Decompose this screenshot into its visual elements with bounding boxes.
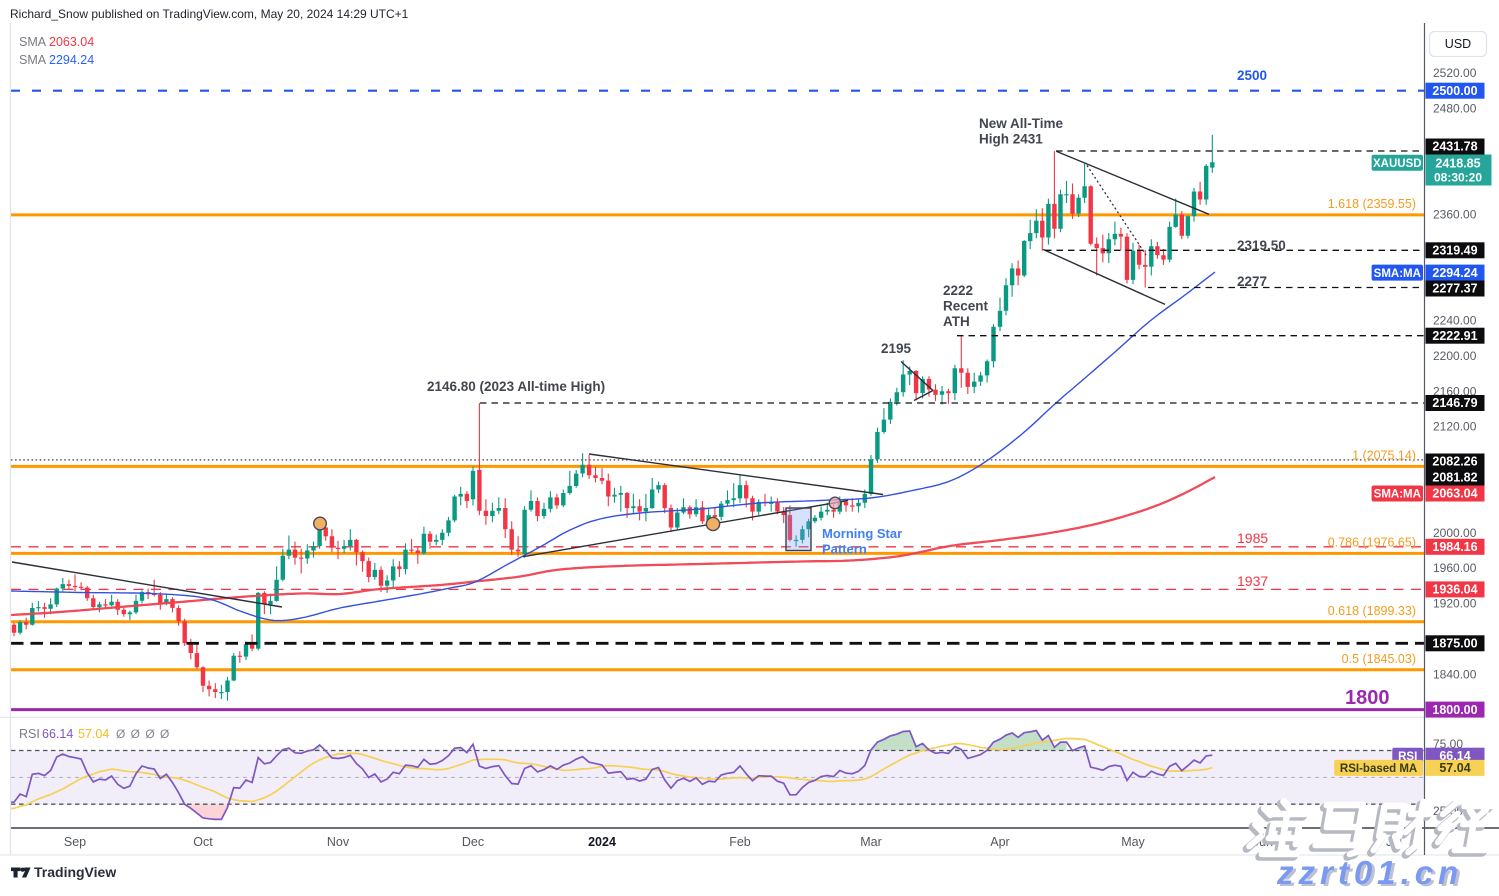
svg-text:SMA:MA: SMA:MA: [1374, 268, 1421, 280]
svg-text:2277: 2277: [1237, 274, 1267, 289]
svg-text:2500.00: 2500.00: [1432, 84, 1477, 98]
svg-text:Recent: Recent: [943, 299, 989, 314]
svg-text:2277.37: 2277.37: [1432, 282, 1477, 296]
svg-text:New All-Time: New All-Time: [979, 116, 1064, 131]
svg-text:1800.00: 1800.00: [1432, 703, 1477, 717]
svg-text:2146.80 (2023 All-time High): 2146.80 (2023 All-time High): [427, 379, 605, 394]
svg-text:1920.00: 1920.00: [1433, 597, 1477, 611]
svg-text:2000.00: 2000.00: [1433, 526, 1477, 540]
svg-text:08:30:20: 08:30:20: [1434, 171, 1482, 185]
svg-text:zzrt01.cn: zzrt01.cn: [1276, 854, 1463, 891]
svg-text:2082.26: 2082.26: [1432, 455, 1477, 469]
svg-text:Feb: Feb: [729, 835, 751, 849]
svg-text:2294.24: 2294.24: [1432, 266, 1477, 280]
svg-text:1985: 1985: [1237, 530, 1268, 546]
svg-text:Pattern: Pattern: [822, 542, 867, 557]
svg-text:ATH: ATH: [943, 314, 970, 329]
svg-text:USD: USD: [1445, 37, 1471, 51]
svg-text:2120.00: 2120.00: [1433, 420, 1477, 434]
svg-text:2500: 2500: [1237, 68, 1267, 83]
svg-text:Nov: Nov: [327, 835, 350, 849]
svg-text:2480.00: 2480.00: [1433, 101, 1477, 115]
svg-text:75.00: 75.00: [1433, 737, 1463, 751]
svg-text:Mar: Mar: [860, 835, 882, 849]
svg-text:2222.91: 2222.91: [1432, 329, 1477, 343]
svg-text:XAUUSD: XAUUSD: [1373, 158, 1422, 170]
svg-text:1800: 1800: [1345, 687, 1390, 709]
svg-text:Dec: Dec: [462, 835, 484, 849]
svg-text:2319.49: 2319.49: [1432, 244, 1477, 258]
svg-text:Ø Ø Ø Ø: Ø Ø Ø Ø: [116, 727, 170, 741]
svg-text:SMA: SMA: [19, 53, 47, 67]
svg-text:2294.24: 2294.24: [49, 53, 94, 67]
svg-text:1984.16: 1984.16: [1432, 540, 1477, 554]
svg-text:2146.79: 2146.79: [1432, 396, 1477, 410]
svg-text:Morning Star: Morning Star: [822, 526, 902, 541]
svg-text:0.786 (1976.65): 0.786 (1976.65): [1328, 535, 1416, 549]
svg-text:2063.04: 2063.04: [1432, 487, 1477, 501]
svg-text:TradingView: TradingView: [34, 864, 116, 880]
svg-text:0.5 (1845.03): 0.5 (1845.03): [1342, 652, 1416, 666]
svg-text:2418.85: 2418.85: [1435, 157, 1480, 171]
svg-text:2240.00: 2240.00: [1433, 314, 1477, 328]
svg-text:May: May: [1121, 835, 1145, 849]
svg-text:2063.04: 2063.04: [49, 35, 94, 49]
svg-text:2222: 2222: [943, 283, 973, 298]
svg-text:Oct: Oct: [193, 835, 213, 849]
svg-text:2024: 2024: [588, 835, 616, 849]
svg-text:2200.00: 2200.00: [1433, 349, 1477, 363]
svg-text:zzrt01.cn: zzrt01.cn: [1279, 856, 1466, 891]
svg-text:RSI: RSI: [19, 727, 40, 741]
svg-text:RSI-based MA: RSI-based MA: [1340, 763, 1417, 775]
svg-text:2081.82: 2081.82: [1432, 471, 1477, 485]
svg-text:2160.00: 2160.00: [1433, 384, 1477, 398]
svg-text:1875.00: 1875.00: [1432, 637, 1477, 651]
svg-text:66.14: 66.14: [42, 727, 73, 741]
svg-text:66.14: 66.14: [1439, 749, 1470, 763]
svg-text:0.618 (1899.33): 0.618 (1899.33): [1328, 604, 1416, 618]
svg-text:1 (2075.14): 1 (2075.14): [1352, 448, 1416, 462]
svg-text:2319.50: 2319.50: [1237, 238, 1286, 253]
svg-text:1960.00: 1960.00: [1433, 561, 1477, 575]
svg-text:zzrt01.cn: zzrt01.cn: [1275, 853, 1462, 890]
svg-text:Apr: Apr: [990, 835, 1009, 849]
svg-text:SMA: SMA: [19, 35, 47, 49]
svg-text:1937: 1937: [1237, 573, 1268, 589]
svg-text:2360.00: 2360.00: [1433, 208, 1477, 222]
svg-text:1936.04: 1936.04: [1432, 583, 1477, 597]
svg-text:High 2431: High 2431: [979, 132, 1043, 147]
svg-text:57.04: 57.04: [1439, 761, 1470, 775]
svg-text:Richard_Snow published on Trad: Richard_Snow published on TradingView.co…: [10, 7, 409, 21]
svg-text:57.04: 57.04: [78, 727, 109, 741]
svg-text:SMA:MA: SMA:MA: [1374, 489, 1421, 501]
svg-text:Sep: Sep: [64, 835, 86, 849]
svg-text:2431.78: 2431.78: [1432, 140, 1477, 154]
svg-text:1.618 (2359.55): 1.618 (2359.55): [1328, 197, 1416, 211]
svg-text:2195: 2195: [881, 341, 912, 356]
svg-text:1840.00: 1840.00: [1433, 667, 1477, 681]
svg-text:2520.00: 2520.00: [1433, 66, 1477, 80]
